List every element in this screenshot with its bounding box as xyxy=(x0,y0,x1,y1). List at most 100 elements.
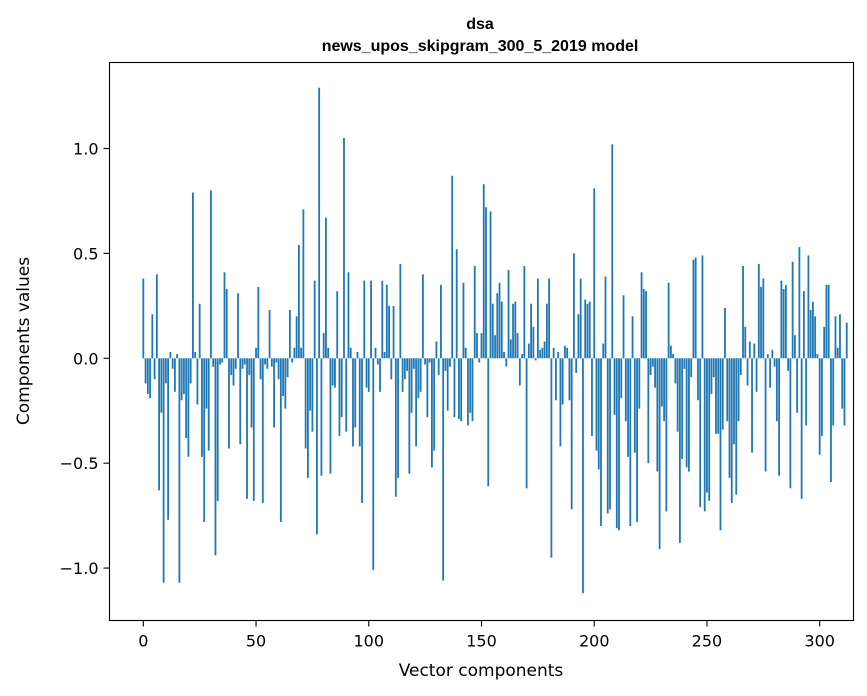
bar-148 xyxy=(476,333,478,359)
bar-157 xyxy=(496,293,499,359)
bar-23 xyxy=(194,351,197,359)
bar-166 xyxy=(516,333,519,359)
bar-109 xyxy=(388,305,390,359)
bar-83 xyxy=(329,358,332,474)
bar-106 xyxy=(381,280,384,359)
bar-191 xyxy=(573,253,575,359)
bar-308 xyxy=(836,347,839,359)
bar-108 xyxy=(385,284,388,359)
bar-159 xyxy=(500,301,503,359)
bar-212 xyxy=(620,358,623,399)
bar-12 xyxy=(169,351,172,359)
bar-74 xyxy=(309,358,312,411)
bar-117 xyxy=(406,358,408,371)
bar-284 xyxy=(782,289,785,359)
bar-292 xyxy=(800,358,803,499)
bar-293 xyxy=(803,291,805,359)
chart-title: dsa xyxy=(466,16,494,33)
bar-26 xyxy=(201,358,203,457)
bar-55 xyxy=(266,358,269,369)
bar-51 xyxy=(257,286,260,359)
bar-219 xyxy=(636,358,638,522)
bar-195 xyxy=(582,358,584,594)
bar-161 xyxy=(505,358,508,367)
bar-43 xyxy=(239,358,242,445)
bar-70 xyxy=(300,347,303,359)
bar-91 xyxy=(347,272,350,359)
bar-87 xyxy=(338,358,341,436)
bar-141 xyxy=(460,358,463,422)
bar-114 xyxy=(399,263,402,359)
bar-192 xyxy=(575,358,578,373)
bar-263 xyxy=(735,358,738,495)
bar-175 xyxy=(536,278,539,359)
bar-111 xyxy=(392,305,395,359)
bar-304 xyxy=(827,284,830,359)
bar-146 xyxy=(471,358,474,422)
bar-270 xyxy=(751,358,753,453)
bar-104 xyxy=(376,358,379,365)
bar-16 xyxy=(178,358,181,583)
bar-80 xyxy=(322,333,325,359)
bar-312 xyxy=(845,322,848,359)
bar-269 xyxy=(748,341,751,359)
bar-207 xyxy=(609,358,611,510)
bar-33 xyxy=(216,358,219,501)
bar-14 xyxy=(173,358,176,392)
bar-5 xyxy=(153,358,156,380)
bar-176 xyxy=(539,349,542,359)
bar-206 xyxy=(606,358,609,514)
bar-133 xyxy=(442,358,445,581)
bar-73 xyxy=(307,358,309,478)
bar-245 xyxy=(694,257,697,359)
bar-181 xyxy=(550,358,553,558)
bar-178 xyxy=(543,341,546,359)
bar-251 xyxy=(708,358,711,501)
bar-265 xyxy=(739,358,742,376)
bar-220 xyxy=(638,358,641,409)
bar-281 xyxy=(775,358,778,422)
bar-202 xyxy=(597,358,600,470)
bar-230 xyxy=(660,358,663,407)
bar-142 xyxy=(462,282,465,359)
bar-257 xyxy=(721,358,724,430)
bar-152 xyxy=(485,207,487,359)
y-tick-label: 1.0 xyxy=(73,140,98,159)
x-tick-label: 200 xyxy=(579,632,610,651)
bar-39 xyxy=(230,358,233,376)
x-tick-label: 0 xyxy=(138,632,148,651)
bar-283 xyxy=(780,280,783,359)
bar-290 xyxy=(796,358,799,413)
bar-18 xyxy=(183,358,185,394)
bar-217 xyxy=(631,316,634,359)
bar-228 xyxy=(656,358,659,472)
bar-229 xyxy=(658,358,661,550)
bar-27 xyxy=(203,358,206,522)
bar-96 xyxy=(358,358,361,447)
bar-154 xyxy=(489,211,492,359)
bar-164 xyxy=(512,303,514,359)
bar-272 xyxy=(755,358,758,392)
bar-124 xyxy=(421,274,424,359)
bar-301 xyxy=(821,358,823,436)
bar-110 xyxy=(390,358,393,380)
bar-139 xyxy=(455,249,458,359)
bar-253 xyxy=(712,358,715,378)
bar-215 xyxy=(627,358,629,457)
bar-291 xyxy=(798,247,801,359)
bar-305 xyxy=(830,358,832,483)
bar-28 xyxy=(205,358,208,409)
bar-221 xyxy=(640,272,643,359)
bar-288 xyxy=(791,261,794,359)
bar-311 xyxy=(843,358,846,426)
bar-210 xyxy=(615,358,618,529)
bar-171 xyxy=(527,343,530,359)
chart-subtitle: news_upos_skipgram_300_5_2019 model xyxy=(322,38,639,55)
bar-231 xyxy=(663,358,666,422)
bar-238 xyxy=(679,358,681,543)
bar-190 xyxy=(570,358,573,510)
bar-118 xyxy=(408,358,411,474)
bar-78 xyxy=(318,87,321,359)
bar-187 xyxy=(564,345,566,359)
bar-241 xyxy=(685,358,688,468)
